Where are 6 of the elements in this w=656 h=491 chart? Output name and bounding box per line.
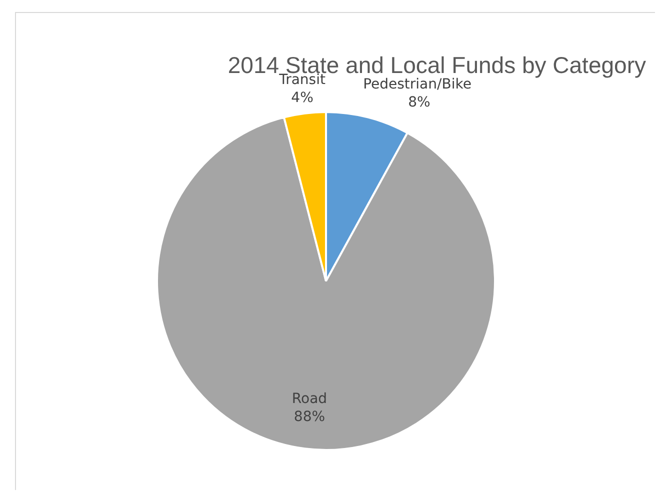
slice-label: Road <box>292 390 328 407</box>
data-label: 8% <box>408 94 430 111</box>
data-label: 88% <box>294 408 326 425</box>
slice-label: Pedestrian/Bike <box>363 76 472 93</box>
slice-label: Transit <box>278 72 326 88</box>
data-label: 4% <box>291 90 314 106</box>
